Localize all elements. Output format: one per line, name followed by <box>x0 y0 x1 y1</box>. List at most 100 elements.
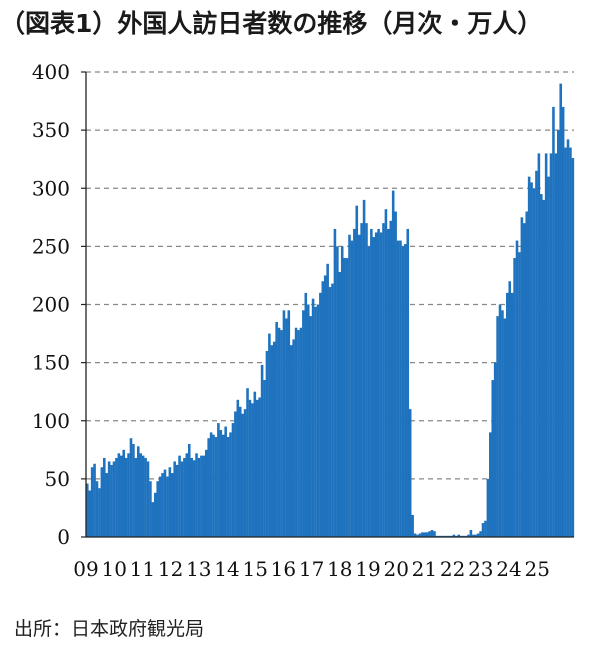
bar <box>124 457 128 537</box>
bar <box>566 139 570 537</box>
bar <box>297 330 300 537</box>
bar <box>115 457 118 537</box>
bar <box>569 147 572 537</box>
bar <box>353 228 356 537</box>
bar <box>493 362 497 538</box>
bar <box>557 130 560 538</box>
bar <box>348 234 351 537</box>
y-tick-label: 350 <box>32 118 70 142</box>
bar <box>90 467 94 537</box>
bar <box>520 217 524 537</box>
bar <box>95 481 99 537</box>
bar <box>234 411 237 537</box>
bar <box>506 292 509 538</box>
x-tick-label: 17 <box>299 557 324 581</box>
bar <box>277 327 281 537</box>
bar <box>370 228 373 537</box>
x-tick-label: 21 <box>412 557 437 581</box>
bar <box>265 351 269 537</box>
y-tick-label: 300 <box>32 176 70 200</box>
bar <box>86 483 89 537</box>
x-tick-label: 18 <box>327 557 352 581</box>
bar <box>336 246 339 538</box>
bar <box>302 310 305 537</box>
y-tick-label: 150 <box>32 351 70 375</box>
bar <box>532 188 536 537</box>
x-tick-label: 14 <box>214 557 239 581</box>
bar <box>287 310 291 537</box>
bar <box>328 287 332 537</box>
bar <box>224 426 227 537</box>
bar <box>132 444 135 537</box>
bar <box>489 432 492 538</box>
bar <box>476 533 480 537</box>
x-tick-label: 25 <box>524 557 549 581</box>
bar <box>396 240 400 537</box>
bar <box>170 473 174 537</box>
bar <box>425 532 429 537</box>
x-tick-label: 15 <box>242 557 267 581</box>
bar <box>207 438 210 537</box>
bar <box>110 464 113 537</box>
bar-series <box>86 83 575 538</box>
bar <box>119 455 123 538</box>
bar <box>481 523 485 537</box>
bar <box>430 530 434 537</box>
bar <box>319 292 322 538</box>
bar <box>268 333 271 537</box>
x-tick-label: 10 <box>101 557 126 581</box>
bar <box>343 258 346 537</box>
y-tick-label: 100 <box>32 409 70 433</box>
bar <box>372 237 376 537</box>
bar <box>246 388 249 537</box>
bar <box>190 457 193 537</box>
bar <box>282 310 286 537</box>
bar <box>401 246 405 538</box>
bar <box>209 432 213 538</box>
bar <box>549 153 553 538</box>
bar <box>243 409 247 538</box>
bar <box>127 453 130 537</box>
bar <box>552 106 555 538</box>
bar <box>202 455 206 538</box>
bar <box>263 380 266 537</box>
bar <box>146 461 150 537</box>
axes <box>81 71 574 538</box>
bar <box>503 318 507 537</box>
bar <box>399 240 402 537</box>
bar <box>258 397 261 537</box>
bar <box>255 399 259 537</box>
bar <box>103 457 106 537</box>
bar <box>340 246 344 538</box>
bar <box>221 434 225 537</box>
bar <box>93 463 96 537</box>
bar <box>525 211 529 537</box>
bar <box>357 234 361 537</box>
bar <box>540 194 543 537</box>
bar <box>292 339 295 538</box>
bar <box>498 304 502 537</box>
bar <box>467 534 470 537</box>
y-tick-label: 0 <box>57 525 70 549</box>
bar <box>100 467 104 537</box>
bar <box>251 403 254 537</box>
bar <box>151 502 155 538</box>
bar <box>187 444 191 537</box>
bar <box>408 409 412 538</box>
bar <box>382 223 385 538</box>
bar <box>491 380 495 537</box>
bar <box>350 240 354 537</box>
bar <box>136 446 140 537</box>
bar <box>345 258 349 537</box>
bar <box>537 153 541 538</box>
bar <box>323 275 327 537</box>
bar <box>527 176 531 538</box>
bar <box>294 327 298 537</box>
bar <box>564 147 567 537</box>
bar <box>285 318 288 537</box>
bar <box>314 306 317 537</box>
bar <box>231 423 235 537</box>
bar <box>280 330 283 537</box>
bar <box>241 413 244 537</box>
